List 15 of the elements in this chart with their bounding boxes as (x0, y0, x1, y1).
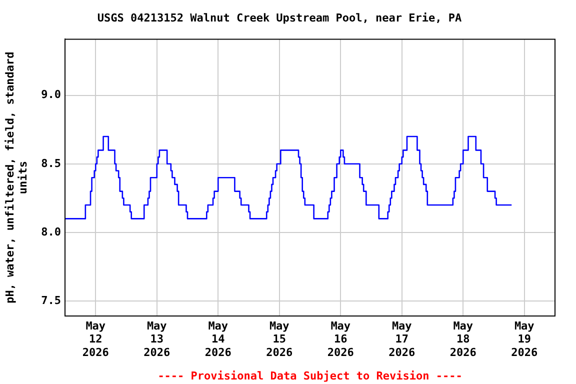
y-tick-label: 7.5 (41, 294, 61, 307)
x-tick-label: May 19 2026 (511, 319, 538, 359)
chart-title: USGS 04213152 Walnut Creek Upstream Pool, near Erie, PA (97, 11, 462, 24)
x-tick-label: May 12 2026 (82, 319, 110, 359)
y-tick-label: 9.0 (41, 88, 61, 102)
x-tick-label: May 13 2026 (144, 319, 170, 359)
text: ---- Provisional Data Subject to Revision ---- (158, 369, 462, 382)
y-tick-label: 8.0 (41, 225, 61, 238)
y-tick-label: 8.5 (41, 156, 61, 170)
y-axis-title: pH, water, unfiltered, field, standard units (3, 52, 30, 304)
x-tick-label: May 14 2026 (204, 319, 232, 359)
x-tick-label: May 16 2026 (327, 319, 354, 359)
x-tick-label: May 18 2026 (450, 319, 477, 359)
x-tick-label: May 17 2026 (388, 319, 416, 359)
x-tick-label: May 15 2026 (266, 319, 293, 359)
